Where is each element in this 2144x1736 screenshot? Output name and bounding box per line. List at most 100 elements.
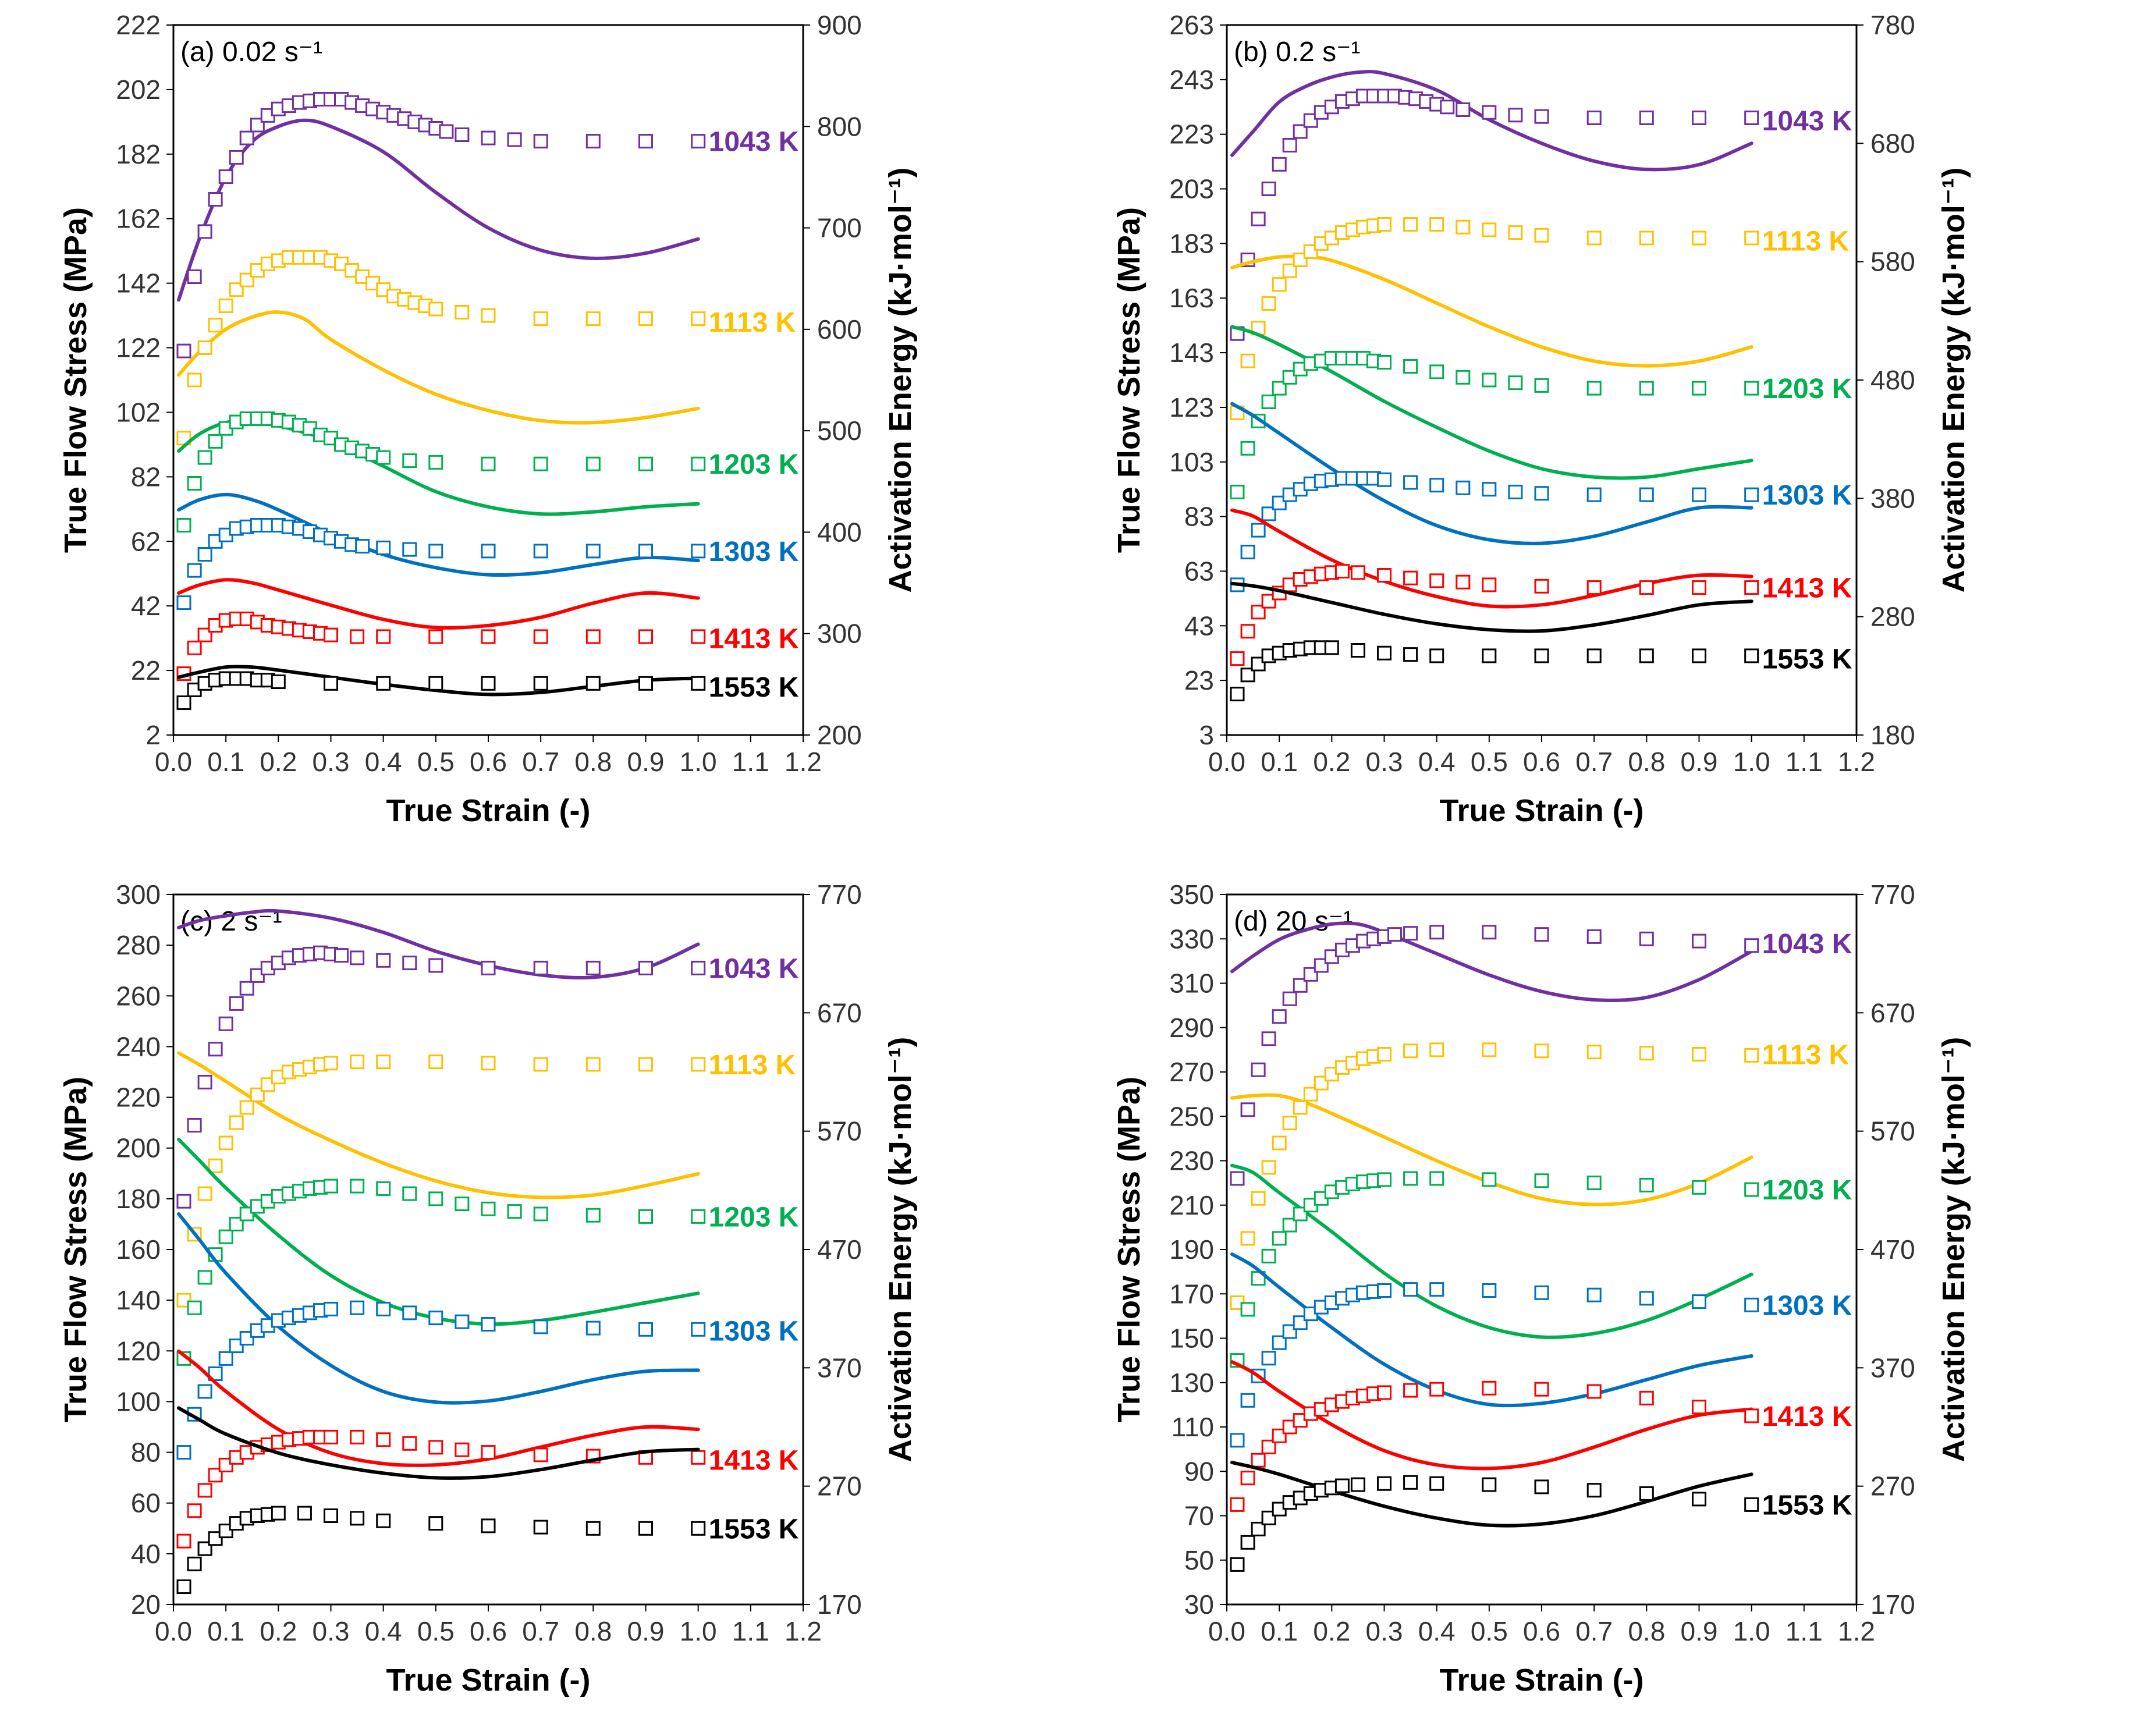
flow-stress-marker xyxy=(1403,1282,1418,1297)
flow-stress-marker xyxy=(533,676,548,691)
flow-stress-marker xyxy=(481,1201,496,1216)
y2-tick-label: 700 xyxy=(817,213,862,243)
flow-stress-marker xyxy=(1744,230,1759,246)
flow-stress-marker xyxy=(350,629,365,644)
x-tick-label: 1.2 xyxy=(785,1616,822,1646)
y2-tick-label: 900 xyxy=(817,10,862,40)
y-tick-label: 100 xyxy=(116,1386,161,1417)
flow-stress-marker xyxy=(1377,568,1392,583)
flow-stress-marker xyxy=(1251,1191,1266,1206)
y2-tick-label: 270 xyxy=(1870,1471,1915,1501)
flow-stress-marker xyxy=(1334,564,1350,578)
flow-stress-marker xyxy=(585,134,601,149)
flow-stress-marker xyxy=(1482,1477,1497,1492)
flow-stress-marker xyxy=(1230,687,1245,702)
flow-stress-marker xyxy=(1403,1475,1418,1490)
flow-stress-marker xyxy=(218,1229,233,1244)
flow-stress-marker xyxy=(1534,1382,1549,1397)
y-tick-label: 130 xyxy=(1169,1368,1214,1398)
flow-stress-marker xyxy=(1272,157,1287,172)
flow-stress-marker xyxy=(229,1115,244,1130)
y2-tick-label: 780 xyxy=(1870,10,1915,40)
temperature-label: 1303 K xyxy=(709,537,799,567)
y2-tick-label: 470 xyxy=(817,1234,862,1265)
flow-stress-marker xyxy=(376,1181,391,1196)
flow-stress-marker xyxy=(1261,1510,1276,1525)
flow-stress-marker xyxy=(1324,640,1339,655)
y2-tick-label: 680 xyxy=(1870,128,1915,158)
y-tick-label: 30 xyxy=(1184,1589,1214,1620)
temperature-label: 1553 K xyxy=(1762,644,1852,675)
chart-panel-2: 0.0 0.1 0.2 0.3 0.4 0.5 0.6 0.7 0.8 0.9 1.0 1.1 1.2 3… xyxy=(1112,10,1971,828)
flow-stress-marker xyxy=(638,311,653,326)
temperature-label: 1553 K xyxy=(1762,1490,1852,1521)
series-1043-k: 1043 K xyxy=(1230,70,1852,341)
flow-stress-marker xyxy=(1456,574,1471,590)
flow-stress-marker xyxy=(585,629,601,644)
flow-stress-marker xyxy=(1534,1043,1549,1059)
x-tick-label: 0.5 xyxy=(1471,747,1508,777)
y2-tick-label: 580 xyxy=(1870,247,1915,277)
series-1303-k: 1303 K xyxy=(1230,402,1852,592)
series-1553-k: 1553 K xyxy=(1230,1461,1852,1572)
flow-stress-marker xyxy=(585,311,601,326)
flow-stress-marker xyxy=(1293,1100,1308,1115)
flow-stress-marker xyxy=(402,542,417,557)
flow-stress-marker xyxy=(218,1016,233,1031)
temperature-label: 1303 K xyxy=(1762,480,1852,511)
flow-stress-marker xyxy=(350,1429,365,1444)
flow-stress-marker xyxy=(1534,378,1549,393)
x-tick-label: 0.3 xyxy=(313,1616,350,1646)
flow-stress-marker xyxy=(1586,487,1602,502)
flow-stress-marker xyxy=(1692,933,1706,949)
flow-stress-marker xyxy=(1586,111,1602,125)
x-tick-label: 0.9 xyxy=(627,747,665,777)
flow-stress-marker xyxy=(1272,1135,1287,1151)
flow-stress-marker xyxy=(208,1366,223,1381)
x-tick-label: 1.0 xyxy=(680,747,717,777)
flow-stress-marker xyxy=(324,1301,338,1316)
flow-stress-marker xyxy=(324,1508,338,1523)
flow-stress-marker xyxy=(1586,1483,1602,1498)
y-tick-label: 110 xyxy=(1172,1412,1214,1442)
y2-tick-label: 270 xyxy=(817,1471,862,1501)
flow-stress-marker xyxy=(1272,1335,1287,1350)
activation-energy-line xyxy=(1230,402,1753,545)
flow-stress-marker xyxy=(1230,1433,1245,1448)
x-tick-label: 1.0 xyxy=(680,1616,717,1646)
x-tick-label: 0.9 xyxy=(1681,1616,1718,1646)
temperature-label: 1203 K xyxy=(709,1202,799,1233)
x-tick-label: 0.2 xyxy=(1313,747,1350,777)
y2-tick-label: 800 xyxy=(817,111,862,141)
flow-stress-marker xyxy=(1261,1031,1276,1046)
flow-stress-marker xyxy=(350,950,365,965)
y-tick-label: 310 xyxy=(1169,968,1214,999)
flow-stress-marker xyxy=(376,540,391,555)
flow-stress-marker xyxy=(218,299,233,313)
flow-stress-marker xyxy=(1293,978,1308,993)
y-tick-label: 122 xyxy=(116,333,161,363)
flow-stress-marker xyxy=(1240,1231,1255,1246)
y-tick-label: 102 xyxy=(116,397,161,427)
flow-stress-marker xyxy=(1282,1217,1297,1233)
flow-stress-marker xyxy=(350,1178,365,1194)
flow-stress-marker xyxy=(1429,1042,1444,1057)
flow-stress-marker xyxy=(1293,1315,1308,1330)
activation-energy-line xyxy=(1230,1252,1753,1408)
flow-stress-marker xyxy=(533,134,548,149)
flow-stress-marker xyxy=(1272,1231,1287,1246)
flow-stress-marker xyxy=(1508,484,1523,499)
series-1553-k: 1553 K xyxy=(1230,581,1852,702)
flow-stress-marker xyxy=(1692,230,1706,246)
flow-stress-marker xyxy=(1350,565,1365,580)
flow-stress-marker xyxy=(376,1432,391,1447)
flow-stress-marker xyxy=(208,318,223,333)
y-tick-label: 103 xyxy=(1169,447,1214,477)
flow-stress-marker xyxy=(1586,648,1602,663)
flow-stress-marker xyxy=(428,1440,443,1455)
y-tick-label: 2 xyxy=(145,720,161,750)
panel-label: (b) 0.2 s⁻¹ xyxy=(1234,37,1360,68)
flow-stress-marker xyxy=(1482,1172,1497,1187)
y-axis-title: True Flow Stress (MPa) xyxy=(1112,1077,1146,1422)
flow-stress-marker xyxy=(1240,545,1255,560)
